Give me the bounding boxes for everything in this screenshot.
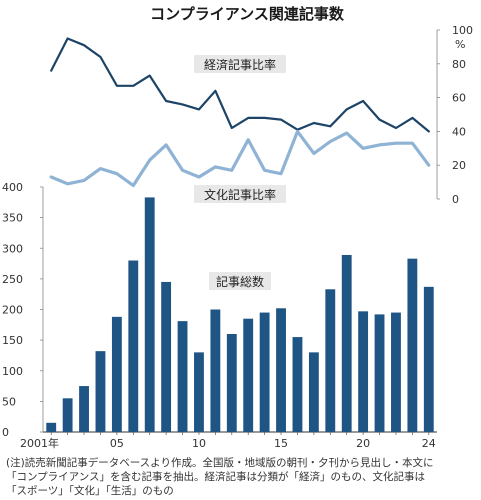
left-axis-tick-label: 50 [2, 395, 16, 408]
x-axis-tick-label: 2001年 [20, 436, 59, 450]
right-axis-tick-label: 80 [452, 58, 466, 71]
x-axis-tick-label: 05 [110, 437, 124, 450]
left-axis-tick-label: 300 [2, 242, 23, 255]
bar-article-count [210, 309, 221, 432]
bar-article-count [194, 352, 204, 432]
bar-article-count [161, 281, 172, 432]
bar-article-count [358, 311, 369, 432]
line-economy-ratio [50, 37, 430, 133]
left-axis-tick-label: 0 [2, 426, 9, 439]
footnote: (注)読売新聞記事データベースより作成。全国版・地域版の朝刊・夕刊から見出し・本… [6, 456, 476, 498]
bar-article-count [341, 254, 352, 432]
bar-article-count [128, 260, 139, 432]
bar-article-count [243, 318, 254, 432]
line-culture-ratio [49, 129, 431, 188]
right-axis-tick-label: 20 [452, 159, 466, 172]
x-axis-tick-label: 15 [274, 437, 288, 450]
label-article-count-box [209, 272, 271, 290]
footnote-line-1: (注)読売新聞記事データベースより作成。全国版・地域版の朝刊・夕刊から見出し・本… [6, 457, 434, 469]
bar-article-count [308, 352, 319, 432]
compliance-chart: コンプライアンス関連記事数 05010015020025030035040002… [2, 5, 473, 450]
bar-article-count [276, 308, 286, 432]
right-axis-unit: % [455, 38, 465, 51]
label-article-count: 記事総数 [216, 274, 264, 289]
right-axis-tick-label: 60 [452, 92, 466, 105]
left-axis-tick-label: 350 [2, 212, 23, 225]
footnote-line-2: 「コンプライアンス」を含む記事を抽出。経済記事は分類が「経済」のもの、文化記事は [6, 471, 426, 483]
bar-article-count [407, 258, 418, 432]
x-axis-tick-label: 24 [422, 437, 436, 450]
left-axis-tick-label: 250 [2, 273, 23, 286]
label-culture-ratio-box [194, 185, 286, 203]
footnote-line-3: 「スポーツ」「文化」「生活」のもの [6, 485, 174, 497]
right-axis-tick-label: 100 [452, 24, 473, 37]
bar-article-count [111, 316, 122, 432]
label-culture-ratio: 文化記事比率 [204, 187, 276, 202]
bar-article-count [79, 386, 89, 432]
right-axis-tick-label: 0 [452, 193, 459, 206]
chart-title: コンプライアンス関連記事数 [150, 5, 345, 23]
left-axis-tick-label: 200 [2, 304, 23, 317]
bar-article-count [144, 197, 155, 432]
bar-article-count [325, 289, 336, 432]
label-economy-ratio-box [194, 55, 286, 73]
bar-article-count [177, 321, 188, 432]
bar-article-count [374, 314, 385, 432]
bar-article-count [95, 351, 106, 432]
bar-article-count [226, 334, 237, 432]
bar-article-count [259, 312, 270, 432]
left-axis-tick-label: 150 [2, 334, 23, 347]
left-axis-tick-label: 400 [2, 181, 23, 194]
label-economy-ratio: 経済記事比率 [204, 57, 276, 72]
x-axis-tick-label: 20 [356, 437, 370, 450]
bar-article-count [62, 398, 73, 432]
left-axis-tick-label: 100 [2, 365, 23, 378]
x-axis-tick-label: 10 [192, 437, 206, 450]
bar-article-count [292, 337, 303, 432]
bar-article-count [46, 422, 57, 432]
bar-article-count [391, 312, 401, 432]
right-axis-tick-label: 40 [452, 125, 466, 138]
bar-article-count [423, 286, 434, 432]
